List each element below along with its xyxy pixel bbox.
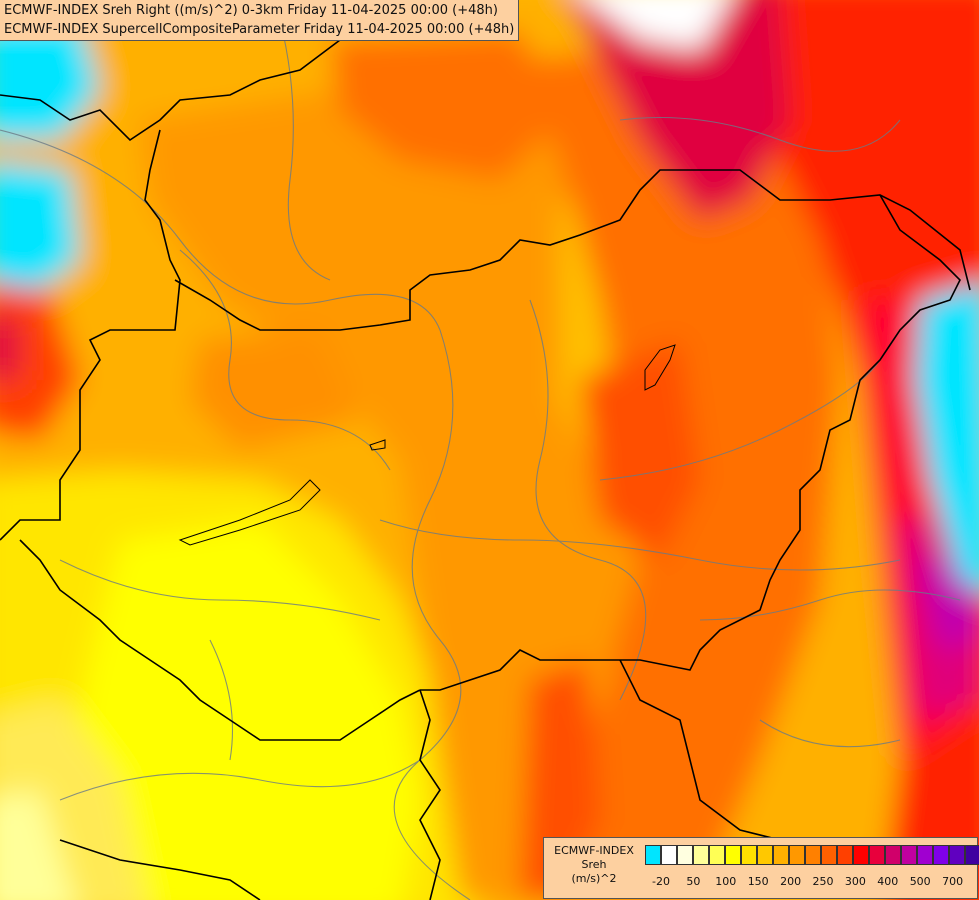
legend-title-unit: (m/s)^2: [571, 872, 617, 885]
legend-tick-label: 500: [909, 875, 931, 888]
legend-swatch: [677, 845, 693, 865]
river-lines: [0, 19, 961, 900]
legend-swatch: [917, 845, 933, 865]
legend-swatches: [645, 845, 979, 865]
color-legend: ECMWF-INDEX Sreh (m/s)^2 -20 50 100 150 200 2…: [543, 837, 979, 899]
legend-swatch: [949, 845, 965, 865]
legend-tick-label: 700: [942, 875, 964, 888]
legend-tick-label: 400: [877, 875, 899, 888]
legend-swatch: [661, 845, 677, 865]
legend-title-source: ECMWF-INDEX: [554, 844, 634, 857]
legend-ticks: -20 50 100 150 200 250 300 400 500 700: [645, 875, 975, 891]
legend-swatch: [741, 845, 757, 865]
legend-tick-label: 250: [812, 875, 834, 888]
title-box: ECMWF-INDEX Sreh Right ((m/s)^2) 0-3km F…: [0, 0, 519, 41]
legend-swatch: [965, 845, 979, 865]
legend-swatch: [645, 845, 661, 865]
legend-tick-label: 100: [715, 875, 737, 888]
legend-swatch: [805, 845, 821, 865]
legend-title-parameter: Sreh: [581, 858, 607, 871]
legend-tick-label: 50: [686, 875, 701, 888]
legend-swatch: [693, 845, 709, 865]
legend-swatch: [837, 845, 853, 865]
legend-swatch: [821, 845, 837, 865]
title-line-1: ECMWF-INDEX Sreh Right ((m/s)^2) 0-3km F…: [4, 3, 498, 18]
legend-swatch: [773, 845, 789, 865]
title-line-2: ECMWF-INDEX SupercellCompositeParameter …: [4, 22, 515, 37]
legend-swatch: [789, 845, 805, 865]
legend-swatch: [885, 845, 901, 865]
legend-swatch: [901, 845, 917, 865]
legend-swatch: [709, 845, 725, 865]
legend-swatch: [757, 845, 773, 865]
legend-tick-label: 200: [780, 875, 802, 888]
lake-outlines: [178, 344, 676, 546]
legend-title: ECMWF-INDEX Sreh (m/s)^2: [550, 844, 638, 886]
legend-tick-label: -20: [652, 875, 670, 888]
legend-tick-label: 150: [747, 875, 769, 888]
legend-swatch: [853, 845, 869, 865]
legend-tick-label: 300: [844, 875, 866, 888]
legend-swatch: [725, 845, 741, 865]
legend-swatch: [933, 845, 949, 865]
legend-swatch: [869, 845, 885, 865]
